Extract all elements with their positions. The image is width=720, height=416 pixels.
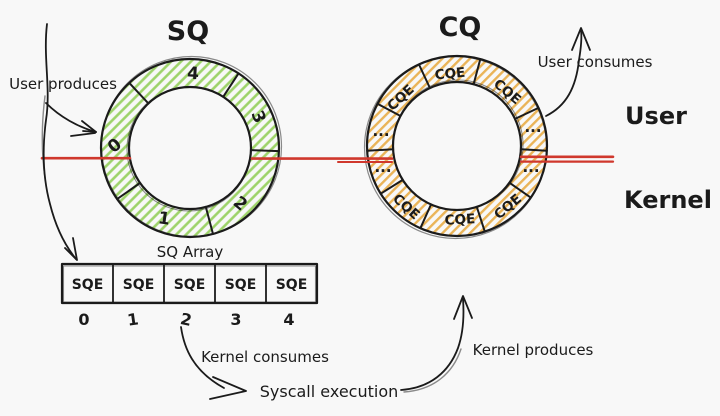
user-region-label: User (625, 102, 687, 130)
array-arrowhead (64, 237, 78, 261)
sq-array-label: SQ Array (157, 243, 224, 261)
sq-slot-label-4: 4 (187, 64, 200, 85)
cq-divider (419, 203, 432, 230)
sqe-array-outline-sketch (62, 265, 317, 303)
cq-divider (514, 106, 540, 120)
kernel-produces-label: Kernel produces (473, 341, 594, 359)
sqe-index: 2 (179, 309, 194, 330)
user-consumes-arrow (545, 29, 583, 117)
cq-divider (418, 63, 431, 89)
cq-slot-label-right-user: ... (524, 118, 541, 136)
kernel-produces-arrow (400, 298, 465, 391)
user-kernel-divider (40, 155, 615, 163)
cq-ring-inner-edge-sketch (392, 79, 524, 211)
arrows (41, 23, 591, 400)
sq-divider (250, 149, 280, 153)
user-consumes-arrowhead (571, 27, 591, 51)
ring-arrowhead (70, 120, 97, 137)
cq-slot-label-bottom: CQE (444, 211, 475, 229)
cq-slot-label-left-user: ... (372, 122, 389, 140)
sqe-index: 1 (126, 309, 140, 329)
cq-divider (472, 58, 482, 86)
user-produces-to-ring-arrow (45, 102, 97, 133)
sq-divider (204, 205, 214, 235)
sqe-cell: SQE (123, 277, 155, 293)
user-produces-label: User produces (9, 75, 117, 93)
cq-ring-outer-edge-sketch (363, 55, 548, 240)
cq-slot-label-left-kernel: ... (374, 158, 391, 176)
cq-divider (376, 102, 402, 117)
cq-divider (519, 148, 548, 152)
sqe-cell-dividers (112, 264, 267, 303)
syscall-arrowhead (209, 376, 247, 400)
user-produces-to-array-arrow (42, 23, 77, 260)
sqe-cell: SQE (72, 277, 104, 293)
sq-ring-inner-edge-sketch (126, 86, 252, 212)
sq-segment-dividers (116, 72, 280, 235)
sqe-index: 3 (230, 310, 241, 329)
sq-ring-outer-edge-sketch (100, 55, 283, 238)
kernel-consumes-label: Kernel consumes (201, 348, 329, 366)
cq-title: CQ (439, 12, 482, 43)
cq-divider (508, 181, 532, 199)
sq-divider (222, 72, 240, 98)
cq-slot-label-top: CQE (434, 65, 466, 84)
user-produces-arrow-sketch (41, 95, 46, 179)
sq-slot-label-1: 1 (157, 208, 172, 229)
kernel-produces-arrow-sketch (403, 348, 462, 393)
sq-divider (128, 81, 150, 105)
kernel-region-label: Kernel (624, 186, 712, 214)
kernel-produces-arrowhead (453, 295, 473, 320)
sqe-index: 0 (78, 310, 89, 329)
sqe-cell: SQE (225, 277, 257, 293)
sqe-index: 4 (283, 310, 294, 329)
kernel-consumes-arrow (180, 326, 225, 389)
user-consumes-label: User consumes (538, 53, 653, 71)
cq-divider (366, 148, 395, 152)
sq-divider (116, 182, 141, 201)
sq-title: SQ (167, 16, 209, 47)
sq-ring: 0 1 2 3 4 (99, 55, 283, 239)
cq-divider (475, 205, 486, 233)
sqe-cell: SQE (174, 277, 206, 293)
sqe-array: SQE SQE SQE SQE SQE 0 1 2 3 4 (60, 262, 319, 330)
cq-segment-dividers (366, 58, 548, 233)
cq-divider (379, 178, 404, 195)
sqe-array-outline (60, 262, 319, 305)
sqe-cell: SQE (276, 277, 308, 293)
syscall-execution-label: Syscall execution (260, 382, 399, 401)
